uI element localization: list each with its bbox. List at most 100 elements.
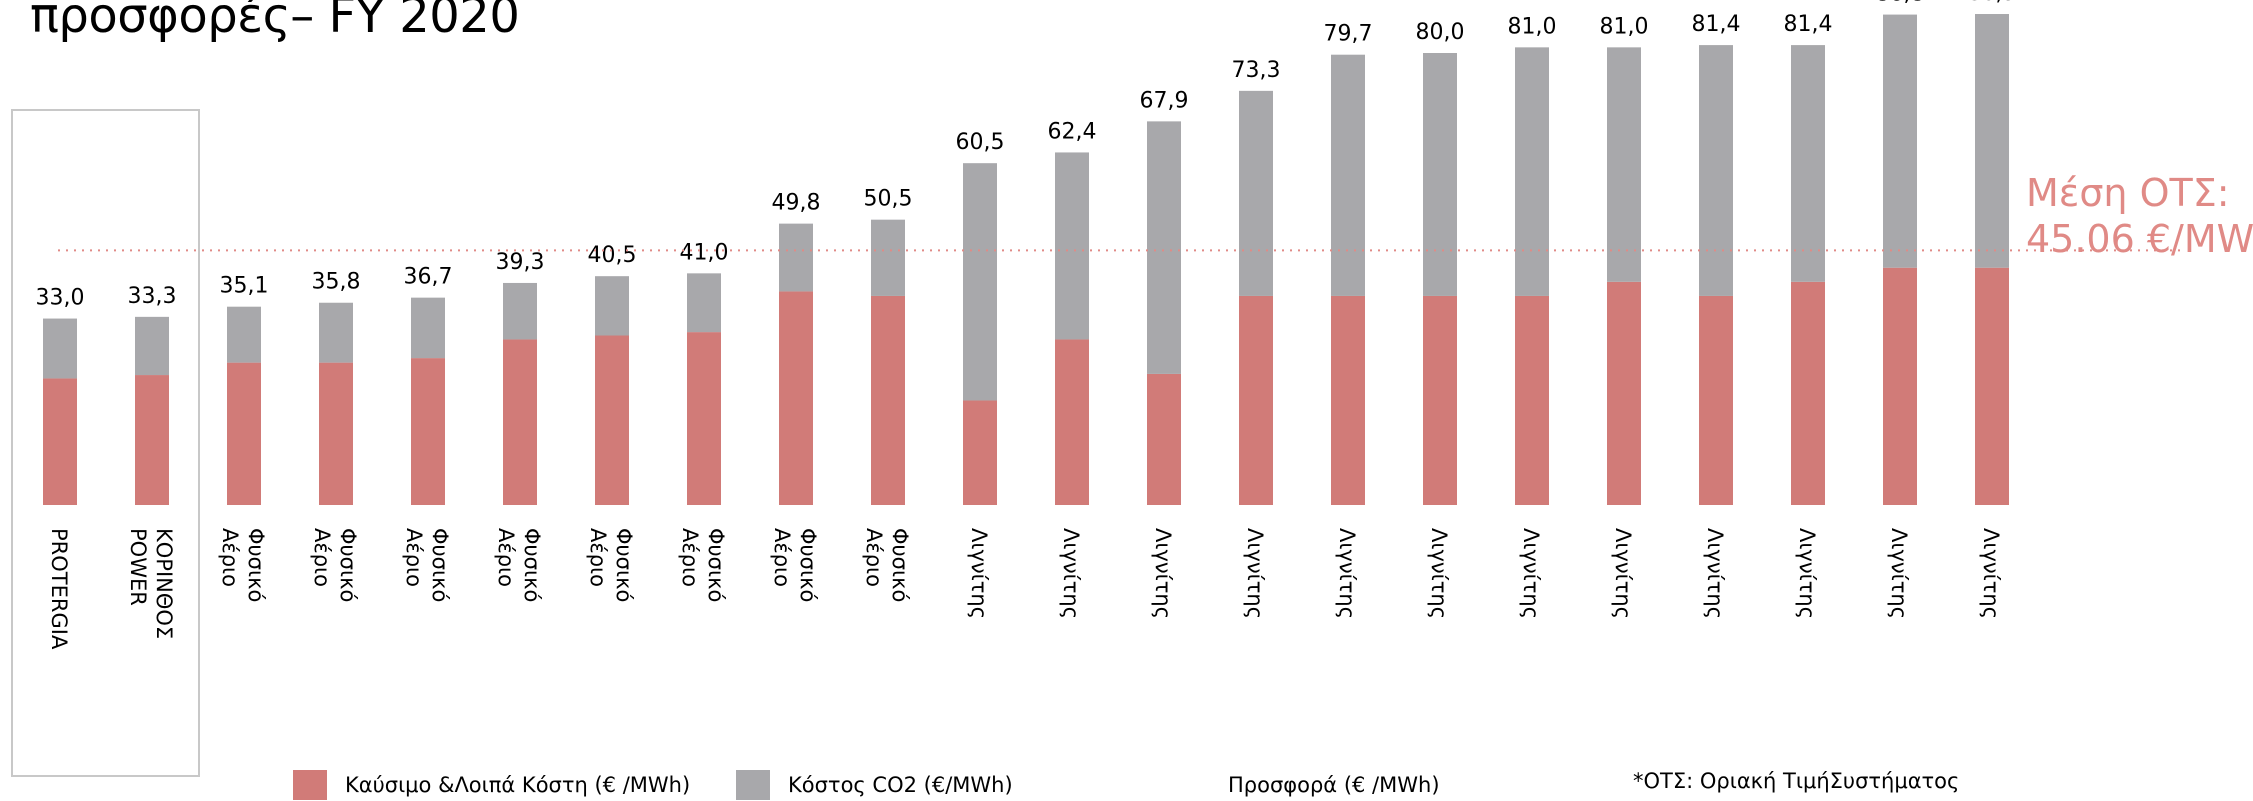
- bar-co2: [1055, 152, 1089, 340]
- category-label: Λιγνίτης: [1703, 528, 1727, 619]
- category-label-line: Λιγνίτης: [1243, 528, 1267, 619]
- bar-co2: [1331, 54, 1365, 296]
- category-label-line: Αέριο: [862, 528, 886, 587]
- bar-co2: [503, 282, 537, 340]
- category-label-line: Αέριο: [586, 528, 610, 587]
- bar-fuel: [135, 375, 169, 505]
- bar-fuel: [595, 335, 629, 505]
- bar-total-label: 33,0: [36, 286, 85, 311]
- bar-fuel: [779, 291, 813, 505]
- bar-total-label: 39,3: [496, 250, 545, 275]
- category-label-line: Αέριο: [678, 528, 702, 587]
- category-label: Λιγνίτης: [1611, 528, 1635, 619]
- category-label-line: Φυσικό: [704, 528, 728, 602]
- bar-total-label: 81,4: [1692, 12, 1741, 37]
- bar-co2: [1423, 53, 1457, 296]
- category-label-line: POWER: [126, 528, 150, 606]
- bar-fuel: [871, 295, 905, 505]
- bar-co2: [1883, 14, 1917, 268]
- category-label: Λιγνίτης: [1243, 528, 1267, 619]
- bar-total-label: 81,4: [1784, 12, 1833, 37]
- category-label: Λιγνίτης: [1335, 528, 1359, 619]
- category-label-line: Φυσικό: [796, 528, 820, 602]
- bar-fuel: [1883, 267, 1917, 505]
- bar-fuel: [1699, 295, 1733, 505]
- category-label-line: Λιγνίτης: [1151, 528, 1175, 619]
- category-label-line: Λιγνίτης: [1427, 528, 1451, 619]
- bar-total-label: 62,4: [1048, 119, 1097, 144]
- category-label-line: Λιγνίτης: [1795, 528, 1819, 619]
- category-label: Λιγνίτης: [1151, 528, 1175, 619]
- category-label-line: Φυσικό: [612, 528, 636, 602]
- bar-fuel: [1423, 295, 1457, 505]
- average-note-line1: Μέση ΟΤΣ:: [2026, 171, 2230, 215]
- bar-total-label: 86,9: [1968, 0, 2017, 6]
- bar-fuel: [319, 362, 353, 505]
- category-label-line: Φυσικό: [244, 528, 268, 602]
- footnote: *ΟΤΣ: Οριακή ΤιμήΣυστήματος: [1633, 769, 1960, 793]
- legend-swatch-co2: [736, 770, 770, 800]
- category-label: Λιγνίτης: [1519, 528, 1543, 619]
- bar-fuel: [1975, 267, 2009, 505]
- bar-total-label: 80,0: [1416, 20, 1465, 45]
- category-label: Λιγνίτης: [1427, 528, 1451, 619]
- legend-swatch-fuel: [293, 770, 327, 800]
- bar-fuel: [43, 378, 77, 505]
- category-label: Λιγνίτης: [1887, 528, 1911, 619]
- bar-fuel: [503, 339, 537, 505]
- category-label-line: PROTERGIA: [47, 528, 71, 650]
- category-label-line: Λιγνίτης: [1703, 528, 1727, 619]
- bar-co2: [1147, 121, 1181, 374]
- category-label-line: Λιγνίτης: [1979, 528, 2003, 619]
- bar-co2: [411, 297, 445, 359]
- category-label-line: Λιγνίτης: [1059, 528, 1083, 619]
- bar-total-label: 36,7: [404, 265, 453, 290]
- bar-co2: [135, 316, 169, 376]
- bar-total-label: 67,9: [1140, 88, 1189, 113]
- category-label-line: Αέριο: [494, 528, 518, 587]
- bar-fuel: [1239, 295, 1273, 505]
- bar-total-label: 79,7: [1324, 22, 1373, 47]
- category-label-line: ΚΟΡΙΝΘΟΣ: [152, 528, 176, 639]
- bar-fuel: [687, 332, 721, 505]
- bar-total-label: 41,0: [680, 240, 729, 265]
- bar-total-label: 60,5: [956, 130, 1005, 155]
- category-label-line: Φυσικό: [428, 528, 452, 602]
- bar-co2: [227, 306, 261, 363]
- bar-co2: [1699, 45, 1733, 296]
- bar-co2: [43, 318, 77, 379]
- category-label-line: Λιγνίτης: [1887, 528, 1911, 619]
- bar-fuel: [1607, 281, 1641, 505]
- category-label-line: Λιγνίτης: [967, 528, 991, 619]
- bar-total-label: 35,1: [220, 274, 269, 299]
- legend-label-offer: Προσφορά (€ /MWh): [1228, 773, 1440, 797]
- legend-item-offer: Προσφορά (€ /MWh): [1228, 770, 1440, 800]
- bar-total-label: 33,3: [128, 284, 177, 309]
- category-label-line: Αέριο: [770, 528, 794, 587]
- bar-total-label: 50,5: [864, 187, 913, 212]
- category-label-line: Αέριο: [218, 528, 242, 587]
- bar-total-label: 81,0: [1508, 14, 1557, 39]
- average-price-annotation: Μέση ΟΤΣ: 45.06 €/MWh: [2026, 170, 2253, 262]
- bar-fuel: [227, 362, 261, 505]
- bar-fuel: [1331, 295, 1365, 505]
- category-label-line: Φυσικό: [336, 528, 360, 602]
- bar-total-label: 49,8: [772, 191, 821, 216]
- legend-item-co2: Κόστος CO2 (€/MWh): [736, 770, 1013, 800]
- bar-co2: [1607, 47, 1641, 282]
- category-label: Λιγνίτης: [967, 528, 991, 619]
- bar-fuel: [963, 400, 997, 505]
- bar-co2: [1239, 90, 1273, 296]
- bar-fuel: [1515, 295, 1549, 505]
- bar-fuel: [411, 358, 445, 505]
- category-label: PROTERGIA: [47, 528, 71, 650]
- bar-co2: [871, 219, 905, 296]
- chart-title: προσφορές– FY 2020: [30, 0, 520, 44]
